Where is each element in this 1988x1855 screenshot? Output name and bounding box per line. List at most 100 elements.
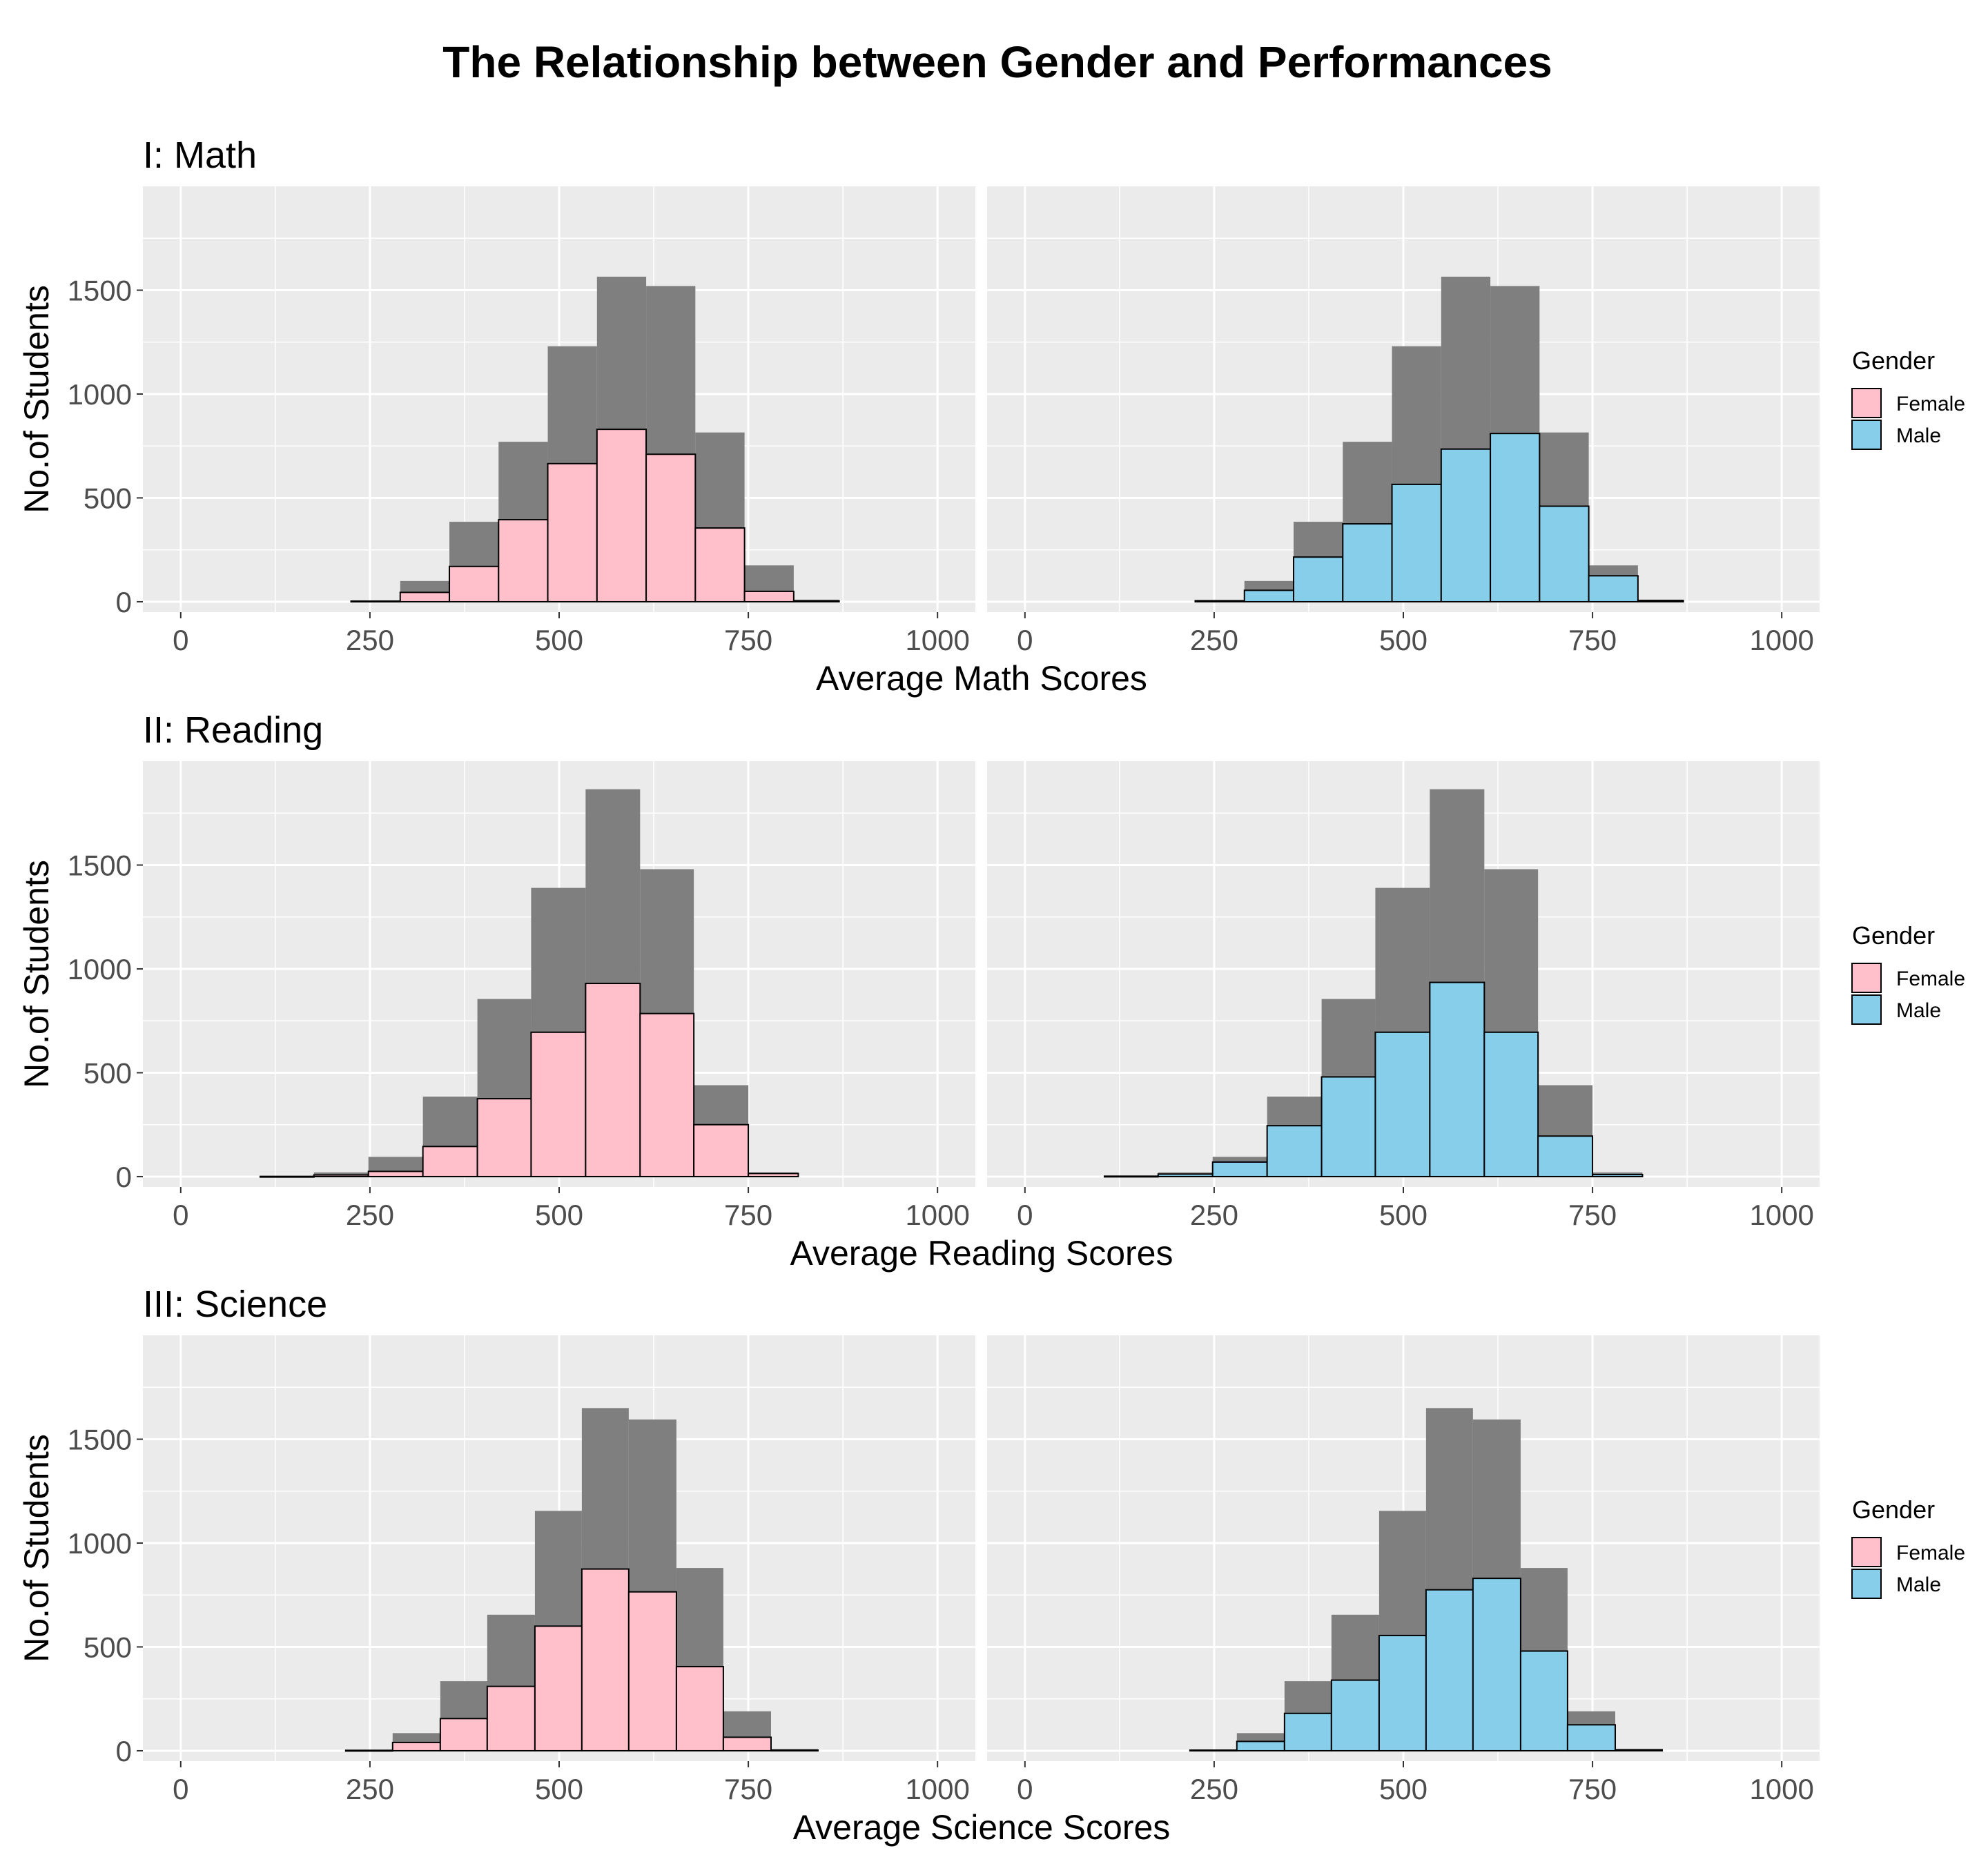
x-tick-label: 500 [535,1199,583,1231]
x-tick-label: 250 [1190,1199,1238,1231]
x-tick-label: 0 [1017,1199,1033,1231]
bar-female [391,1741,441,1751]
x-tick-label: 500 [535,624,583,656]
bar-female [399,591,451,602]
bar-female [486,1685,536,1751]
panel-male: 0 250 500 750 1000 [987,1335,1820,1805]
bar-male [1342,523,1393,602]
x-tick-label: 1000 [1749,1199,1813,1231]
legend-title: Gender [1852,346,1935,375]
bar-male [1266,1125,1323,1177]
bar-female [439,1718,488,1751]
x-tick-label: 500 [1379,1773,1427,1805]
legend-label-male: Male [1896,424,1941,447]
legend-key-female [1851,1537,1882,1567]
bar-male [1429,981,1485,1177]
bar-female [627,1591,677,1751]
bar-male [1472,1578,1521,1751]
bar-male [1425,1589,1474,1751]
bar-female [344,1749,393,1752]
y-tick-label: 1000 [68,1527,132,1560]
bar-female [770,1749,819,1752]
bar-male [1283,1712,1332,1751]
x-tick-label: 750 [724,1199,772,1231]
bar-male [1243,589,1295,602]
bar-female [498,519,549,602]
y-tick-label: 1000 [68,953,132,985]
bar-male [1157,1173,1214,1177]
section-2: II: Reading 0 250 500 750 1000 0 500 1000 1500 0 25… [17,709,1965,1273]
x-tick-label: 500 [1379,624,1427,656]
bar-male [1194,600,1245,602]
bar-male [1483,1031,1539,1177]
bar-male [1539,505,1590,602]
x-tick-label: 250 [346,1773,394,1805]
bar-female [722,1736,772,1751]
legend-title: Gender [1852,1495,1935,1524]
bar-female [675,1666,724,1751]
y-tick-label: 1500 [68,274,132,306]
y-tick-label: 500 [84,482,132,514]
bar-male [1391,483,1442,602]
x-axis-title: Average Reading Scores [790,1234,1173,1273]
legend: Gender Female Male [1851,1495,1965,1599]
y-tick-label: 0 [116,1161,132,1193]
x-tick-label: 0 [1017,1773,1033,1805]
chart-title: The Relationship between Gender and Perf… [442,37,1552,87]
legend-key-female [1851,963,1882,993]
x-tick-label: 1000 [905,1199,969,1231]
bar-male [1537,1135,1594,1177]
bar-female [693,1123,750,1177]
y-axis-title: No.of Students [17,285,56,513]
legend-label-female: Female [1896,968,1965,990]
bar-female [530,1031,587,1177]
x-tick-label: 750 [1568,624,1617,656]
section-3: III: Science 0 250 500 750 1000 0 500 1000 1500 0 2… [17,1284,1965,1847]
bar-female [534,1625,583,1751]
y-tick-label: 500 [84,1057,132,1089]
bar-female [792,600,840,602]
legend-key-male [1851,994,1882,1025]
y-tick-label: 1000 [68,378,132,411]
bar-female [422,1146,478,1177]
y-tick-label: 0 [116,1735,132,1767]
x-tick-label: 250 [1190,624,1238,656]
bar-male [1330,1679,1380,1751]
legend-label-female: Female [1896,393,1965,415]
bar-male [1614,1749,1663,1751]
bar-female [367,1170,424,1177]
bar-male [1374,1031,1431,1177]
legend-key-male [1851,1569,1882,1599]
bar-male [1440,448,1492,602]
bar-male [1519,1650,1568,1751]
legend-label-male: Male [1896,1573,1941,1596]
x-tick-label: 750 [1568,1199,1617,1231]
section-label: II: Reading [143,709,323,751]
bar-female [581,1568,630,1751]
x-tick-label: 0 [173,1199,188,1231]
bar-female [743,590,795,602]
legend-key-male [1851,420,1882,450]
legend-title: Gender [1852,921,1935,950]
x-tick-label: 1000 [905,624,969,656]
section-1: I: Math 0 250 500 750 1000 0 500 1000 1500 0 250 500… [17,135,1965,698]
x-tick-label: 1000 [1749,624,1813,656]
bar-female [694,527,746,602]
y-tick-label: 500 [84,1631,132,1663]
legend-key-female [1851,388,1882,418]
bar-female [313,1174,369,1177]
bar-female [596,429,647,602]
bar-male [1378,1634,1427,1751]
bar-male [1236,1740,1285,1751]
y-tick-label: 1500 [68,1423,132,1455]
bar-male [1588,575,1639,602]
x-axis-title: Average Science Scores [793,1808,1171,1847]
x-tick-label: 500 [1379,1199,1427,1231]
legend-label-male: Male [1896,999,1941,1022]
x-tick-label: 750 [724,1773,772,1805]
x-tick-label: 1000 [1749,1773,1813,1805]
bar-male [1637,600,1684,602]
bar-female [585,983,641,1177]
panel-female: 0 250 500 750 1000 0 500 1000 1500 [68,761,975,1231]
